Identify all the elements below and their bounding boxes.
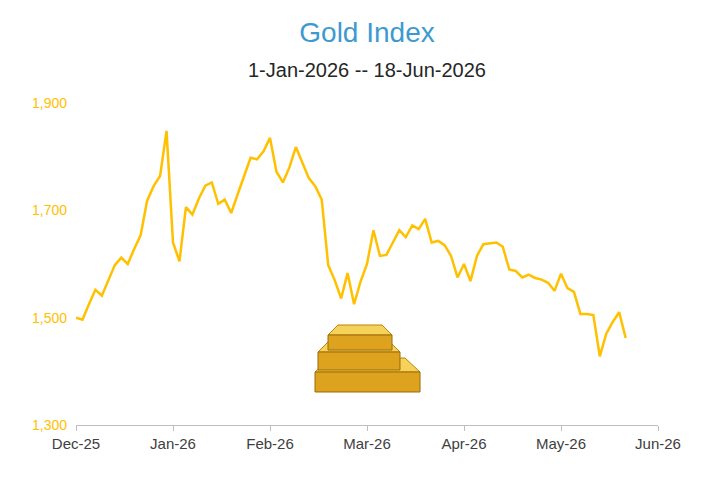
svg-text:1,700: 1,700	[32, 202, 67, 218]
svg-text:Jun-26: Jun-26	[635, 435, 681, 452]
svg-text:1,900: 1,900	[32, 95, 67, 111]
svg-text:1-Jan-2026 -- 18-Jun-2026: 1-Jan-2026 -- 18-Jun-2026	[248, 59, 486, 81]
svg-text:Feb-26: Feb-26	[246, 435, 294, 452]
svg-text:Gold Index: Gold Index	[299, 17, 434, 48]
svg-text:Dec-25: Dec-25	[52, 435, 100, 452]
svg-text:1,300: 1,300	[32, 417, 67, 433]
svg-text:Apr-26: Apr-26	[441, 435, 486, 452]
svg-text:May-26: May-26	[536, 435, 586, 452]
svg-text:Jan-26: Jan-26	[150, 435, 196, 452]
svg-text:1,500: 1,500	[32, 310, 67, 326]
svg-text:Mar-26: Mar-26	[343, 435, 391, 452]
